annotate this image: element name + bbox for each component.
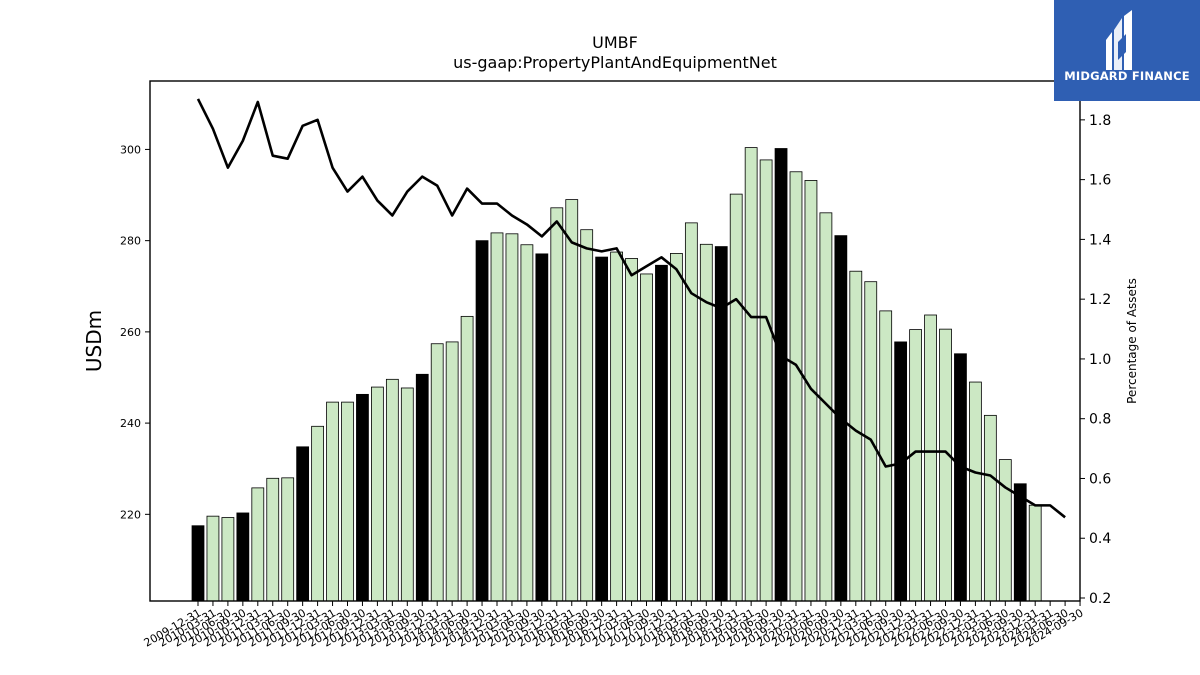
bar-2014-06-30 [460,315,474,602]
left-tick-label: 260 [120,326,141,339]
bar-2011-06-30 [281,477,295,602]
bar-2017-06-30 [640,273,653,602]
bar-2016-12-31 [610,251,623,602]
bar-2023-09-30 [1013,483,1027,602]
bar-2014-12-31 [490,232,504,602]
bar-2018-06-30 [699,243,713,602]
bar-2023-06-30 [998,459,1012,602]
bar-2011-03-31 [266,477,280,602]
bar-2010-09-30 [236,512,250,602]
left-tick-label: 220 [120,508,141,521]
line-series [196,98,1066,519]
left-y-axis: 220 240 260 280 300 [120,143,150,521]
bar-2022-03-31 [924,314,937,602]
bar-2021-06-30 [879,310,893,602]
bar-2013-06-30 [400,387,414,602]
bar-2011-12-31 [311,425,324,602]
bar-2015-03-31 [505,233,519,602]
bar-2023-03-31 [983,414,997,602]
brand-logo: MIDGARD FINANCE [1054,0,1200,101]
bar-2017-03-31 [625,258,638,602]
bar-2013-12-31 [430,343,444,602]
bar-2012-06-30 [341,401,354,602]
bar-2019-06-30 [759,159,773,602]
bar-2019-03-31 [744,147,758,602]
right-axis-label: Percentage of Assets [1125,278,1139,404]
bar-2014-09-30 [475,240,489,602]
bar-2022-12-31 [969,381,982,602]
right-tick-label: 1.0 [1089,352,1111,368]
bar-2022-09-30 [954,353,967,602]
bar-2013-09-30 [415,373,429,602]
bar-2016-09-30 [595,256,609,602]
right-tick-label: 0.4 [1089,531,1111,547]
right-tick-label: 0.6 [1089,471,1111,487]
left-axis-label: USDm [82,310,106,372]
right-tick-label: 1.2 [1089,292,1111,308]
bar-2017-12-31 [670,253,683,602]
bar-2012-03-31 [326,401,339,602]
right-tick-label: 0.2 [1089,591,1111,607]
bar-2017-09-30 [655,264,668,602]
bar-2015-09-30 [535,253,549,602]
x-axis: 2009-12-312010-03-312010-06-302010-09-30… [142,601,1086,650]
plot-frame [149,80,1081,602]
bar-2013-03-31 [385,378,399,602]
midgard-logo-mark-icon [1106,10,1132,70]
logo-text: MIDGARD FINANCE [1064,69,1190,83]
bar-2021-12-31 [909,329,922,602]
axes [149,80,1081,602]
bar-2015-06-30 [520,244,534,602]
chart-subtitle: us-gaap:PropertyPlantAndEquipmentNet [453,53,777,72]
percentage-line [196,98,1066,519]
right-tick-label: 0.8 [1089,412,1111,428]
right-tick-label: 1.8 [1089,113,1111,129]
bar-2023-12-31 [1028,504,1042,602]
bar-2010-12-31 [251,487,265,602]
bar-2022-06-30 [939,328,952,602]
bar-2015-12-31 [550,207,564,602]
right-tick-label: 1.4 [1089,232,1111,248]
bar-2020-12-31 [849,270,863,602]
bar-2009-12-31 [191,525,205,602]
left-tick-label: 240 [120,417,141,430]
bar-2012-12-31 [371,386,384,602]
bar-2018-12-31 [729,193,743,602]
left-tick-label: 300 [120,143,141,156]
bar-2019-12-31 [789,171,803,602]
bar-2020-03-31 [804,180,818,602]
bar-series [191,147,1042,602]
bar-2018-09-30 [714,246,728,602]
bar-2021-09-30 [894,341,908,602]
bar-2019-09-30 [774,148,788,602]
left-tick-label: 280 [120,235,141,248]
bar-2010-06-30 [221,517,235,602]
chart-title: UMBF [592,33,638,52]
bar-2016-06-30 [580,229,594,602]
bar-2014-03-31 [445,341,459,602]
bar-2011-09-30 [296,446,310,602]
right-tick-label: 1.6 [1089,173,1111,189]
bar-2010-03-31 [206,515,220,602]
right-y-axis: 0.2 0.4 0.6 0.8 1.0 1.2 1.4 1.6 1.8 [1080,113,1111,607]
bar-2016-03-31 [565,199,579,602]
bar-2012-09-30 [356,393,369,602]
bar-2018-03-31 [684,222,698,602]
